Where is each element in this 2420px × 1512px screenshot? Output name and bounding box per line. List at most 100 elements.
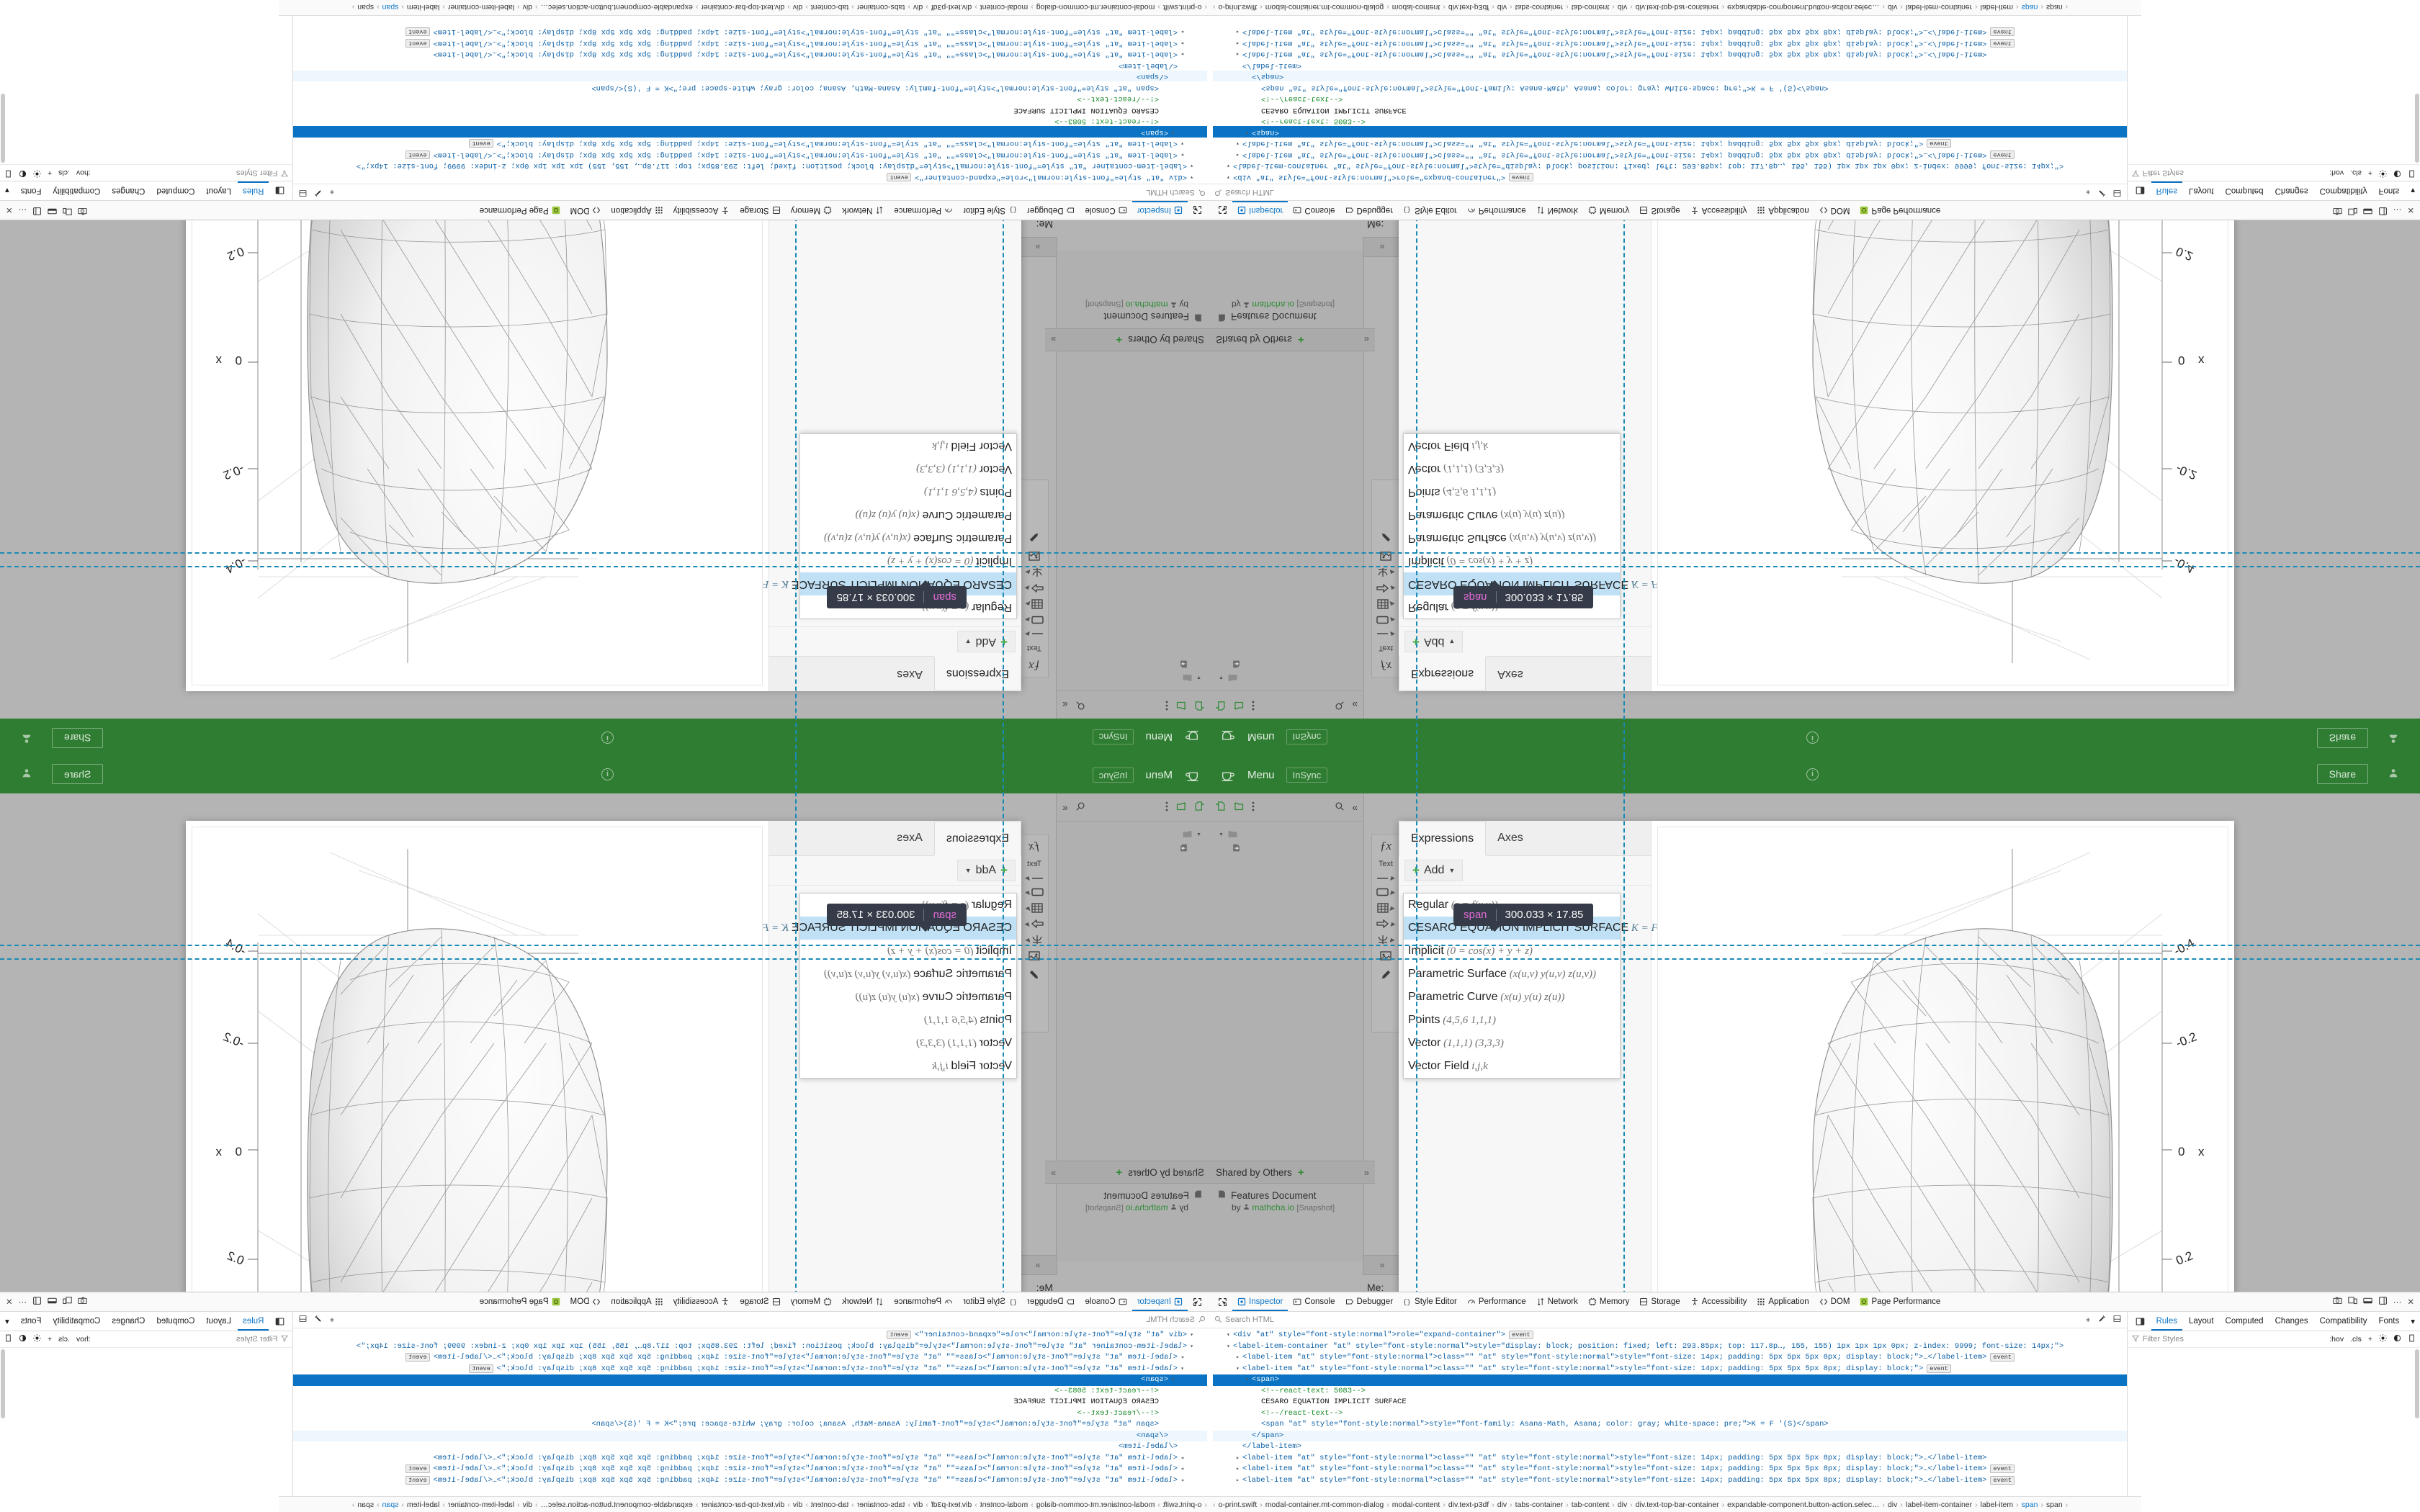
expand-triangle-icon[interactable]: ▸ (1236, 1354, 1240, 1361)
breadcrumb-item[interactable]: div (1617, 1500, 1628, 1509)
expand-triangle-icon[interactable]: ▸ (1180, 1466, 1184, 1472)
add-rule-button[interactable]: + (2367, 168, 2372, 177)
pencil-tool-icon[interactable] (1029, 530, 1040, 543)
breadcrumb-item[interactable]: modal-content (980, 3, 1028, 12)
markup-node[interactable]: ▸<label-item "at" style="font-style:norm… (1213, 26, 2127, 37)
add-node-icon[interactable]: + (2085, 187, 2091, 197)
menu-item[interactable]: Points (4,5,6 1,1,1) (1404, 480, 1620, 503)
formula-fx-icon[interactable]: ƒx (1028, 660, 1041, 673)
tab-page-performance[interactable]: Page Performance (1855, 1292, 1945, 1311)
light-mode-icon[interactable] (33, 168, 41, 178)
markup-node[interactable]: ▸<label-item "at" style="font-style:norm… (1213, 1453, 2127, 1464)
dock-side-icon[interactable] (2378, 204, 2388, 216)
expand-triangle-icon[interactable]: ▸ (1180, 151, 1184, 158)
expand-triangle-icon[interactable]: ▾ (1245, 1377, 1249, 1383)
menu-item[interactable]: Vector (1,1,1) (3,3,3) (800, 457, 1016, 480)
markup-node[interactable]: <!--react-text: 5083--> (293, 1386, 1207, 1398)
tab-layout[interactable]: Layout (206, 1317, 232, 1326)
breadcrumb-item[interactable]: span (382, 3, 399, 12)
tree-document-row[interactable] (1057, 656, 1201, 670)
markup-node[interactable]: ▾<span> (1213, 1374, 2127, 1386)
tab-layout[interactable]: Layout (206, 186, 232, 195)
breadcrumb-item[interactable]: expandable-component.button-action.selec… (540, 1500, 693, 1509)
tab-dom[interactable]: DOM (1814, 1292, 1855, 1311)
expand-triangle-icon[interactable]: ▾ (1236, 140, 1240, 147)
breadcrumb-scroll-left[interactable]: ‹ (1213, 3, 1216, 12)
markup-node[interactable]: ▸<label-item "at" style="font-style:norm… (293, 26, 1207, 37)
more-vertical-icon[interactable] (1165, 801, 1168, 814)
markup-node[interactable]: <span "at" style="font-style:normal">sty… (1213, 1419, 2127, 1431)
dark-mode-icon[interactable] (2393, 1334, 2401, 1344)
list-item[interactable]: Features Document (1064, 1189, 1203, 1201)
tab-performance[interactable]: Performance (889, 1292, 958, 1311)
element-picker-icon[interactable] (1188, 1292, 1207, 1311)
split-console-icon[interactable] (299, 187, 307, 197)
chevron-down-icon[interactable]: ▾ (5, 1318, 9, 1326)
markup-node[interactable]: CESARO EQUATION IMPLICIT SURFACE (293, 1397, 1207, 1408)
tab-axes[interactable]: Axes (1497, 668, 1523, 680)
light-mode-icon[interactable] (2379, 168, 2387, 178)
add-button[interactable]: + Add ▼ (1404, 631, 1464, 652)
menu-item[interactable]: Points (4,5,6 1,1,1) (800, 1009, 1016, 1032)
dark-mode-icon[interactable] (19, 1334, 27, 1344)
breadcrumb-item[interactable]: label-item (406, 3, 440, 12)
breadcrumb-item[interactable]: label-item-container (447, 3, 515, 12)
event-badge[interactable]: event (1509, 173, 1533, 181)
light-mode-icon[interactable] (2379, 1334, 2387, 1344)
plot-tool-icon[interactable]: ▶ (1377, 935, 1394, 945)
markup-node[interactable]: </span> (293, 71, 1207, 82)
tab-accessibility[interactable]: Accessibility (1685, 1292, 1752, 1311)
tab-performance[interactable]: Performance (1462, 201, 1531, 220)
tree-folder-row[interactable]: ▼ (1219, 670, 1363, 685)
chevrons-icon[interactable]: » (1051, 1166, 1057, 1178)
tab-style-editor[interactable]: {} Style Editor (958, 1292, 1022, 1311)
menu-item[interactable]: Vector (1,1,1) (3,3,3) (1404, 457, 1620, 480)
menu-item[interactable]: Parametric Curve (x(u) y(u) z(u)) (800, 503, 1016, 526)
expand-triangle-icon[interactable]: ▸ (1180, 1454, 1184, 1462)
me-panel-collapse[interactable]: » (1018, 1255, 1057, 1275)
menu-item[interactable]: Parametric Curve (x(u) y(u) z(u)) (1404, 503, 1620, 526)
info-icon[interactable]: i (601, 768, 614, 780)
avatar[interactable] (22, 768, 32, 782)
tab-performance[interactable]: Performance (1462, 1292, 1531, 1311)
breadcrumb-item[interactable]: expandable-component.button-action.selec… (1727, 1500, 1880, 1509)
menu-item[interactable]: Parametric Surface (x(u,v) y(u,v) z(u,v)… (1404, 963, 1620, 986)
info-icon[interactable]: i (601, 732, 614, 744)
breadcrumb-item[interactable]: div (522, 3, 533, 12)
menu-item[interactable]: Vector (1,1,1) (3,3,3) (1404, 1032, 1620, 1055)
breadcrumb-item[interactable]: modal-container.mt-common-dialog (1036, 1500, 1155, 1509)
chevron-down-icon[interactable]: ▾ (2411, 1318, 2415, 1326)
tab-dom[interactable]: DOM (565, 1292, 606, 1311)
search-input[interactable]: Search HTML (1225, 188, 1274, 197)
tab-compatibility[interactable]: Compatibility (53, 186, 101, 195)
markup-node[interactable]: ▸<label-item "at" style="font-style:norm… (1213, 25, 2127, 26)
expand-triangle-icon[interactable]: ▸ (1236, 25, 1242, 26)
tab-console[interactable]: Console (1080, 1292, 1131, 1311)
table-tool-icon[interactable]: ▶ (1377, 599, 1394, 609)
menu-item[interactable]: Parametric Surface (x(u,v) y(u,v) z(u,v)… (800, 526, 1016, 549)
expand-triangle-icon[interactable]: ▸ (1236, 1454, 1240, 1462)
search-input[interactable]: Search HTML (1225, 1315, 1274, 1324)
expand-triangle-icon[interactable]: ▸ (1236, 1486, 1242, 1487)
event-badge[interactable]: event (887, 1331, 911, 1339)
breadcrumb-item[interactable]: tab-content (810, 3, 849, 12)
expand-triangle-icon[interactable]: ▾ (1171, 1377, 1175, 1383)
tab-fonts[interactable]: Fonts (20, 1317, 42, 1326)
markup-node[interactable]: ▾<span> (293, 1374, 1207, 1386)
breadcrumb-item[interactable]: expandable-component.button-action.selec… (540, 3, 693, 12)
breadcrumb-item[interactable]: span (357, 1500, 375, 1509)
tab-application[interactable]: Application (606, 201, 668, 220)
breadcrumb-item[interactable]: div (913, 3, 923, 12)
expand-triangle-icon[interactable]: ▸ (1236, 151, 1240, 158)
search-icon[interactable] (1075, 699, 1085, 711)
breadcrumb-scroll-right[interactable]: › (2065, 1500, 2069, 1509)
markup-node[interactable]: ▸<label-item "at" style="font-style:norm… (293, 1453, 1207, 1464)
markup-node[interactable]: ▸<label-item "at" style="font-style:norm… (293, 1486, 1207, 1487)
tab-changes[interactable]: Changes (112, 1317, 145, 1326)
new-folder-icon[interactable] (1175, 801, 1186, 814)
dock-bottom-icon[interactable] (48, 1296, 57, 1308)
search-icon[interactable] (1335, 699, 1345, 711)
dark-mode-icon[interactable] (19, 168, 27, 178)
more-icon[interactable]: ⋯ (18, 205, 27, 214)
filter-styles-bar[interactable]: Filter Styles :hov .cls + (2127, 1331, 2420, 1348)
